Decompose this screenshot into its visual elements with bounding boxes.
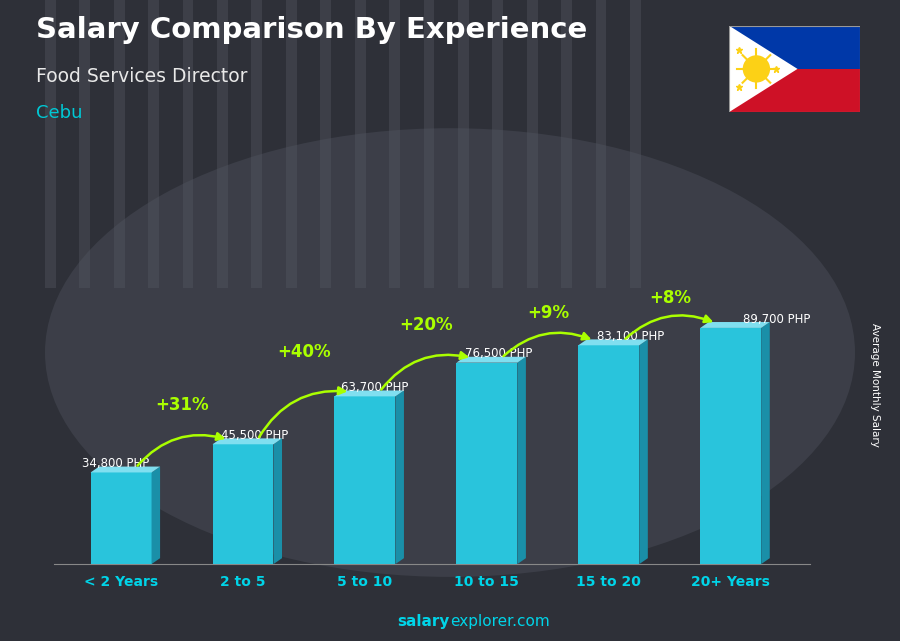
Polygon shape [579, 345, 639, 564]
Text: +8%: +8% [649, 288, 691, 306]
Polygon shape [91, 472, 151, 564]
Polygon shape [212, 438, 282, 444]
Polygon shape [700, 328, 761, 564]
Bar [45, 0, 56, 288]
Text: Average Monthly Salary: Average Monthly Salary [869, 322, 880, 447]
Polygon shape [518, 357, 526, 564]
Text: +20%: +20% [399, 317, 453, 335]
Bar [148, 0, 159, 288]
Text: 34,800 PHP: 34,800 PHP [82, 457, 149, 470]
Bar [562, 0, 572, 288]
Bar [286, 0, 297, 288]
Text: 83,100 PHP: 83,100 PHP [597, 330, 664, 343]
Text: +9%: +9% [526, 304, 569, 322]
Polygon shape [729, 26, 859, 112]
Polygon shape [212, 444, 274, 564]
Bar [355, 0, 365, 288]
Polygon shape [700, 322, 770, 328]
Polygon shape [729, 26, 797, 112]
Bar [526, 0, 537, 288]
Text: 45,500 PHP: 45,500 PHP [221, 429, 288, 442]
Text: explorer.com: explorer.com [450, 615, 550, 629]
Bar [389, 0, 400, 288]
Text: Food Services Director: Food Services Director [36, 67, 248, 87]
Text: +40%: +40% [277, 343, 331, 361]
Bar [458, 0, 469, 288]
Polygon shape [335, 396, 395, 564]
Polygon shape [456, 357, 526, 363]
Bar [596, 0, 607, 288]
Text: salary: salary [398, 615, 450, 629]
Polygon shape [151, 467, 160, 564]
Polygon shape [639, 339, 648, 564]
Polygon shape [395, 390, 404, 564]
Polygon shape [274, 438, 282, 564]
Text: Salary Comparison By Experience: Salary Comparison By Experience [36, 16, 587, 44]
Polygon shape [729, 69, 859, 112]
Text: 76,500 PHP: 76,500 PHP [465, 347, 532, 360]
Text: +31%: +31% [155, 395, 209, 413]
Bar [320, 0, 331, 288]
Bar [492, 0, 503, 288]
Bar [217, 0, 228, 288]
Bar [113, 0, 124, 288]
Polygon shape [579, 339, 648, 345]
Bar [183, 0, 194, 288]
Polygon shape [91, 467, 160, 472]
Text: 63,700 PHP: 63,700 PHP [340, 381, 408, 394]
Bar [424, 0, 435, 288]
Polygon shape [335, 390, 404, 396]
Bar [630, 0, 641, 288]
Polygon shape [729, 26, 859, 69]
Text: Cebu: Cebu [36, 104, 83, 122]
Polygon shape [761, 322, 770, 564]
Ellipse shape [45, 128, 855, 577]
Circle shape [742, 55, 770, 83]
Bar [79, 0, 90, 288]
Polygon shape [456, 363, 518, 564]
Text: 89,700 PHP: 89,700 PHP [742, 313, 810, 326]
Bar [251, 0, 262, 288]
